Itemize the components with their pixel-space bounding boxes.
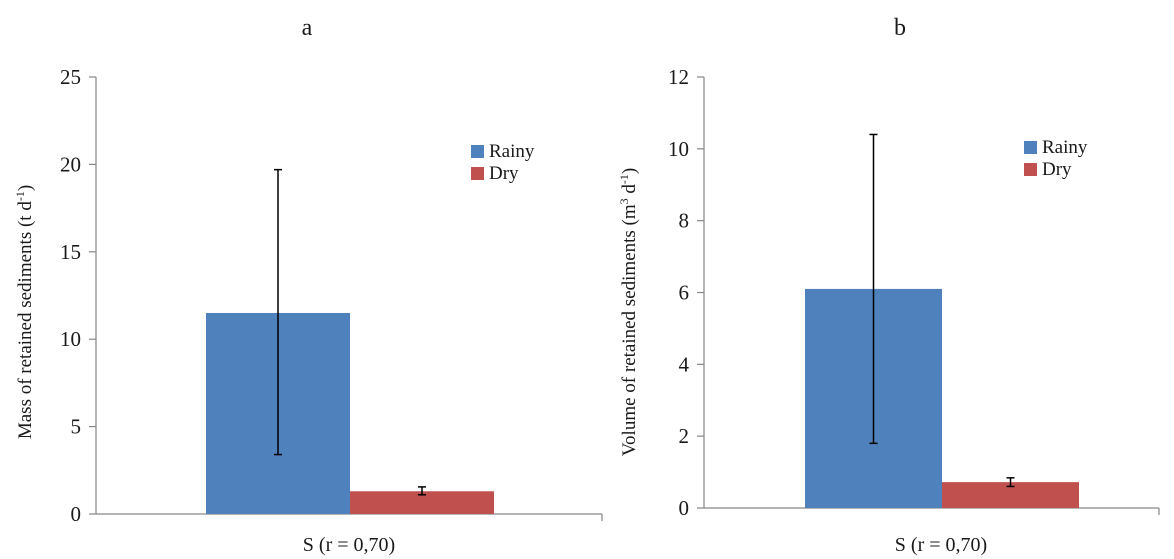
- chart-b-y-tick-label-2: 2: [679, 424, 690, 448]
- chart-a-legend-swatch-rainy: [471, 145, 484, 158]
- chart-a-error-bar-dry: [418, 486, 426, 496]
- chart-a-y-ticks: 0 5 10 15 20 25: [60, 65, 96, 526]
- chart-a-y-tick-label-5: 5: [71, 415, 82, 439]
- chart-b-error-bar-rainy: [869, 133, 878, 445]
- chart-a-legend-label-rainy: Rainy: [489, 141, 535, 162]
- chart-a-y-tick-label-10: 10: [60, 327, 81, 351]
- chart-b-y-tick-label-0: 0: [679, 496, 690, 520]
- chart-b-legend-label-rainy: Rainy: [1042, 137, 1088, 158]
- chart-b-y-axis-label: Volume of retained sediments (m3 d-1): [617, 168, 640, 456]
- chart-b-legend-swatch-rainy: [1024, 141, 1037, 154]
- chart-a-panel-label: a: [302, 15, 313, 41]
- chart-b-category-label: S (r = 0,70): [895, 534, 987, 556]
- chart-a-legend-swatch-dry: [471, 167, 484, 180]
- chart-a-y-tick-label-0: 0: [71, 502, 82, 526]
- chart-b-y-tick-label-8: 8: [679, 209, 690, 233]
- chart-a-y-tick-label-15: 15: [60, 240, 81, 264]
- chart-b-panel-label: b: [894, 15, 906, 41]
- chart-a-legend: Rainy Dry: [471, 141, 535, 184]
- chart-a-legend-label-dry: Dry: [489, 163, 519, 184]
- chart-a-category-label: S (r = 0,70): [303, 534, 395, 556]
- chart-b-y-tick-label-10: 10: [668, 137, 689, 161]
- chart-b-bars: [805, 288, 1079, 508]
- chart-b: b Volume of retained sediments (m3 d-1) …: [617, 15, 1160, 556]
- chart-a-y-tick-label-25: 25: [60, 65, 81, 89]
- chart-b-error-bars: [869, 133, 1015, 488]
- chart-a: a Mass of retained sediments (t d-1) 0 5 1…: [13, 15, 603, 556]
- chart-a-bars: [206, 312, 494, 514]
- chart-b-y-tick-label-12: 12: [668, 65, 689, 89]
- chart-a-y-axis-label: Mass of retained sediments (t d-1): [13, 185, 36, 439]
- chart-a-y-tick-label-20: 20: [60, 152, 81, 176]
- chart-a-error-bars: [274, 168, 426, 496]
- chart-b-legend-swatch-dry: [1024, 163, 1037, 176]
- chart-b-y-tick-label-6: 6: [679, 281, 690, 305]
- chart-b-y-ticks: 0 2 4 6 8 10 12: [668, 65, 704, 520]
- chart-a-error-bar-rainy: [274, 168, 282, 456]
- chart-b-legend-label-dry: Dry: [1042, 159, 1072, 180]
- chart-b-y-tick-label-4: 4: [679, 352, 690, 376]
- chart-b-error-bar-dry: [1006, 477, 1015, 488]
- chart-a-bar-dry: [350, 491, 494, 514]
- chart-b-legend: Rainy Dry: [1024, 137, 1088, 180]
